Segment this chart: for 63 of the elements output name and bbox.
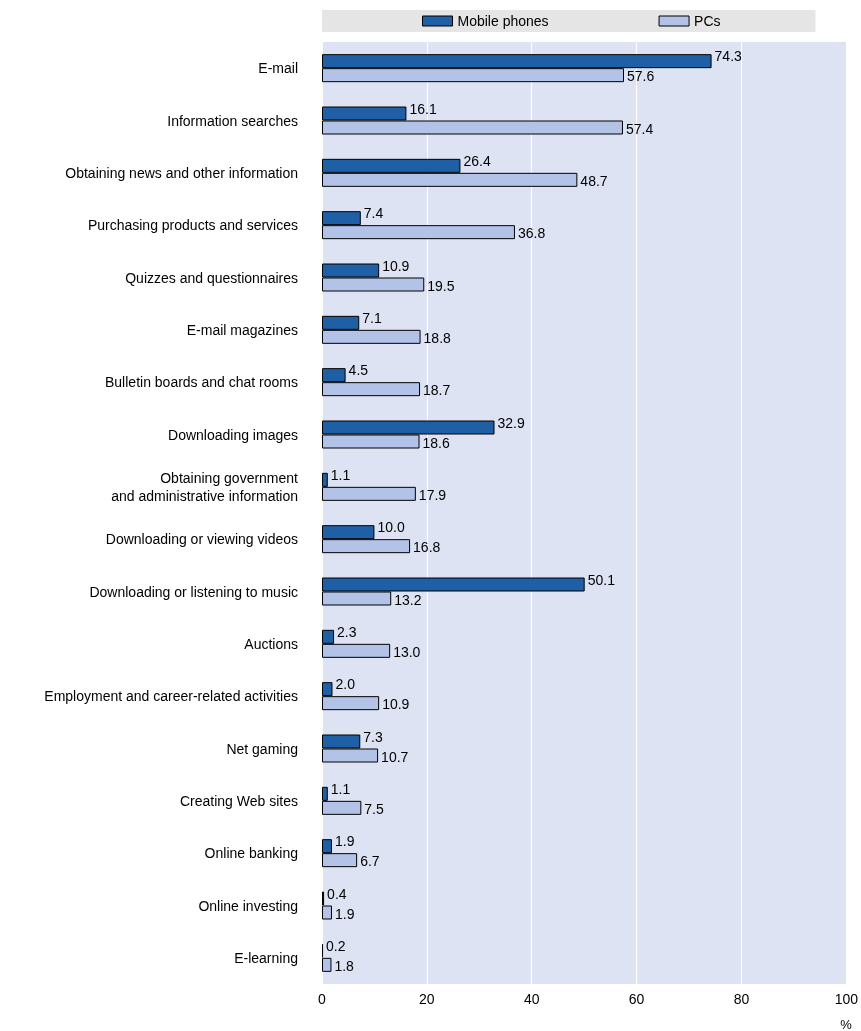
- x-tick-label: 0: [318, 991, 327, 1007]
- data-label: 10.9: [382, 696, 410, 713]
- x-tick-label: 100: [834, 991, 859, 1007]
- data-label: 18.8: [423, 329, 452, 346]
- data-label: 1.9: [334, 905, 355, 922]
- data-label: 10.9: [382, 257, 410, 274]
- y-tick-label: Obtaining government and administrative information: [111, 469, 299, 504]
- data-label: 4.5: [348, 362, 369, 379]
- x-tick-label: 80: [733, 991, 750, 1007]
- data-label: 7.3: [363, 728, 383, 745]
- data-label: 16.1: [409, 100, 437, 117]
- y-tick-label: Creating Web sites: [179, 792, 298, 809]
- data-label: 57.6: [627, 68, 655, 85]
- y-tick-label: Information searches: [167, 112, 298, 129]
- data-label: 1.8: [334, 957, 355, 974]
- data-label: 10.7: [381, 748, 409, 765]
- y-tick-label: Downloading or viewing videos: [105, 531, 298, 548]
- data-label: 7.4: [363, 205, 384, 222]
- data-label: 36.8: [517, 225, 546, 242]
- data-label: 0.2: [326, 937, 346, 954]
- data-label: 7.5: [364, 800, 384, 817]
- y-tick-label: Employment and career-related activities: [44, 688, 298, 705]
- y-tick-label: Bulletin boards and chat rooms: [105, 374, 298, 391]
- data-label: 16.8: [413, 539, 441, 556]
- data-label: 2.3: [337, 623, 357, 640]
- data-label: 17.9: [418, 486, 447, 503]
- x-tick-label: 40: [523, 991, 540, 1007]
- data-label: 7.1: [362, 309, 382, 326]
- data-label: 48.7: [580, 172, 608, 189]
- data-label: 6.7: [360, 853, 380, 870]
- x-axis-title: %: [840, 1017, 853, 1031]
- data-label: 50.1: [587, 571, 616, 588]
- data-label: 0.4: [327, 885, 347, 902]
- y-tick-label: Purchasing products and services: [87, 217, 298, 234]
- y-tick-label: Auctions: [244, 635, 298, 652]
- y-tick-label: Online banking: [204, 845, 298, 862]
- y-tick-label: E-mail magazines: [186, 321, 298, 338]
- data-label: 19.5: [427, 277, 455, 294]
- y-tick-label: Obtaining news and other information: [65, 164, 298, 181]
- data-label: 13.0: [393, 643, 421, 660]
- y-tick-label: Online investing: [198, 897, 298, 914]
- data-label: 18.6: [422, 434, 450, 451]
- x-tick-label: 60: [628, 991, 645, 1007]
- data-label: 74.3: [714, 48, 743, 65]
- y-tick-label: Net gaming: [226, 740, 298, 757]
- y-tick-label: Downloading or listening to music: [89, 583, 298, 600]
- x-tick-label: 20: [419, 991, 435, 1007]
- data-label: 18.7: [423, 382, 451, 399]
- y-tick-label: E-learning: [234, 949, 298, 966]
- data-label: 26.4: [463, 152, 491, 169]
- legend-label: PCs: [694, 13, 721, 29]
- data-label: 13.2: [394, 591, 422, 608]
- data-label: 10.0: [377, 519, 405, 536]
- y-tick-label: Downloading images: [168, 426, 298, 443]
- data-label: 1.1: [330, 466, 351, 483]
- data-label: 1.1: [330, 780, 351, 797]
- data-label: 57.4: [625, 120, 654, 137]
- data-label: 1.9: [334, 833, 355, 850]
- y-tick-label: Quizzes and questionnaires: [125, 269, 298, 286]
- y-tick-label: E-mail: [258, 60, 298, 77]
- legend-label: Mobile phones: [457, 13, 549, 29]
- data-label: 32.9: [497, 414, 525, 431]
- data-label: 2.0: [335, 676, 356, 693]
